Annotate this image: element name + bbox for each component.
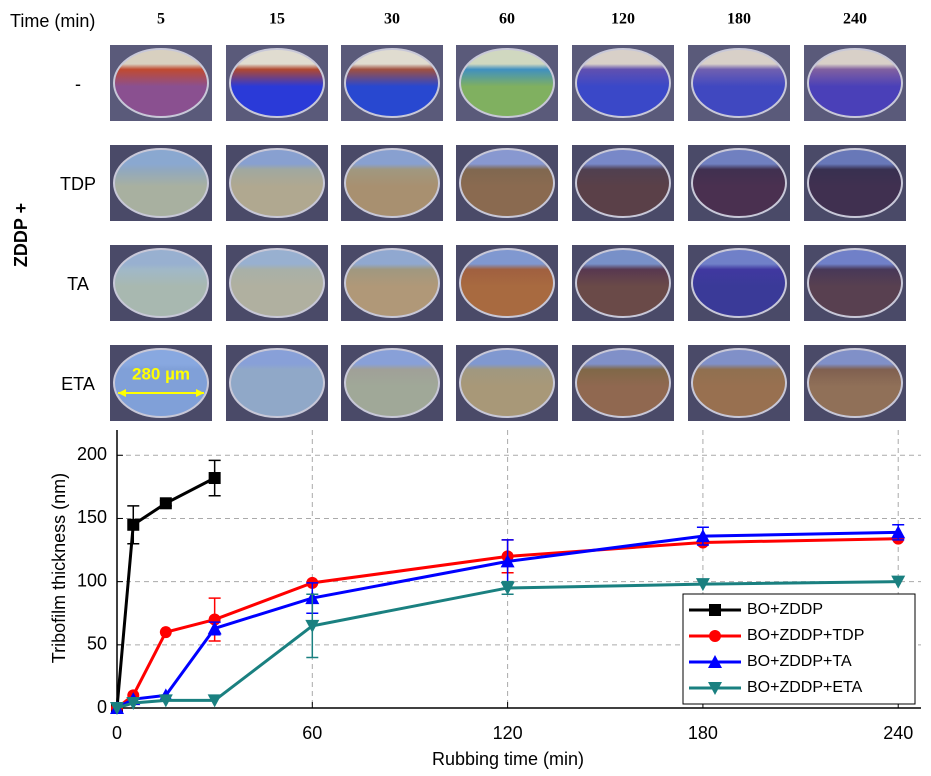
marker	[695, 578, 710, 592]
marker	[500, 581, 515, 595]
x-tick-label: 180	[688, 723, 718, 743]
micrograph	[229, 348, 325, 418]
marker	[110, 702, 124, 715]
x-tick-label: 240	[883, 723, 913, 743]
legend-box	[682, 593, 916, 705]
series-line	[116, 580, 899, 710]
legend-label: BO+ZDDP+TDP	[747, 627, 864, 644]
micrograph	[229, 148, 325, 218]
y-tick-label: 150	[77, 507, 107, 527]
column-header: 240	[843, 11, 867, 28]
marker	[159, 626, 172, 639]
x-tick-label: 60	[302, 723, 322, 743]
micrograph	[113, 148, 209, 218]
x-tick-label: 0	[112, 723, 122, 743]
y-axis-title: Tribofilm thickness (nm)	[49, 473, 69, 663]
micrograph	[575, 348, 671, 418]
micrograph	[807, 148, 903, 218]
micrograph	[807, 48, 903, 118]
series-line	[116, 537, 899, 710]
micrograph	[807, 248, 903, 318]
marker	[709, 604, 721, 616]
micrograph	[691, 248, 787, 318]
micrograph	[459, 48, 555, 118]
marker	[708, 682, 722, 695]
time-label: Time (min)	[10, 11, 95, 31]
column-header: 180	[727, 11, 751, 28]
row-label: -	[75, 74, 81, 94]
micrograph	[344, 48, 440, 118]
row-label: TDP	[60, 174, 96, 194]
series-line	[115, 476, 216, 709]
micrograph	[229, 248, 325, 318]
micrograph	[807, 348, 903, 418]
micrograph	[575, 48, 671, 118]
micrograph	[113, 348, 209, 418]
legend-label: BO+ZDDP+ETA	[747, 679, 863, 696]
x-axis-title: Rubbing time (min)	[432, 749, 584, 769]
legend-label: BO+ZDDP+TA	[747, 653, 852, 670]
y-tick-label: 100	[77, 570, 107, 590]
micrograph	[459, 348, 555, 418]
x-tick-label: 120	[493, 723, 523, 743]
marker	[891, 525, 906, 539]
micrograph	[691, 48, 787, 118]
micrograph	[113, 48, 209, 118]
marker	[207, 694, 222, 708]
row-label: TA	[67, 274, 89, 294]
micrograph	[459, 148, 555, 218]
marker	[500, 554, 515, 568]
marker	[708, 655, 722, 668]
micrograph	[691, 148, 787, 218]
y-tick-label: 0	[97, 697, 107, 717]
micrograph	[344, 248, 440, 318]
row-label: ETA	[61, 374, 95, 394]
marker	[207, 621, 222, 635]
marker	[305, 619, 320, 633]
micrograph	[691, 348, 787, 418]
marker	[695, 529, 710, 543]
marker	[891, 575, 906, 589]
column-header: 60	[499, 11, 515, 28]
micrograph	[344, 148, 440, 218]
column-header: 5	[157, 11, 165, 28]
y-tick-label: 50	[87, 634, 107, 654]
column-header: 30	[384, 11, 400, 28]
column-header: 15	[269, 11, 285, 28]
micrograph	[229, 48, 325, 118]
micrograph	[459, 248, 555, 318]
micrograph	[344, 348, 440, 418]
micrograph	[575, 248, 671, 318]
marker	[159, 497, 172, 510]
marker	[208, 472, 221, 485]
legend-label: BO+ZDDP	[747, 601, 823, 618]
marker	[158, 694, 173, 708]
micrograph	[113, 248, 209, 318]
group-label: ZDDP +	[11, 203, 31, 267]
marker	[126, 696, 141, 710]
marker	[127, 518, 140, 531]
y-tick-label: 200	[77, 444, 107, 464]
marker	[709, 630, 721, 642]
scale-label: 280 µm	[132, 364, 190, 383]
micrograph	[575, 148, 671, 218]
column-header: 120	[611, 11, 635, 28]
